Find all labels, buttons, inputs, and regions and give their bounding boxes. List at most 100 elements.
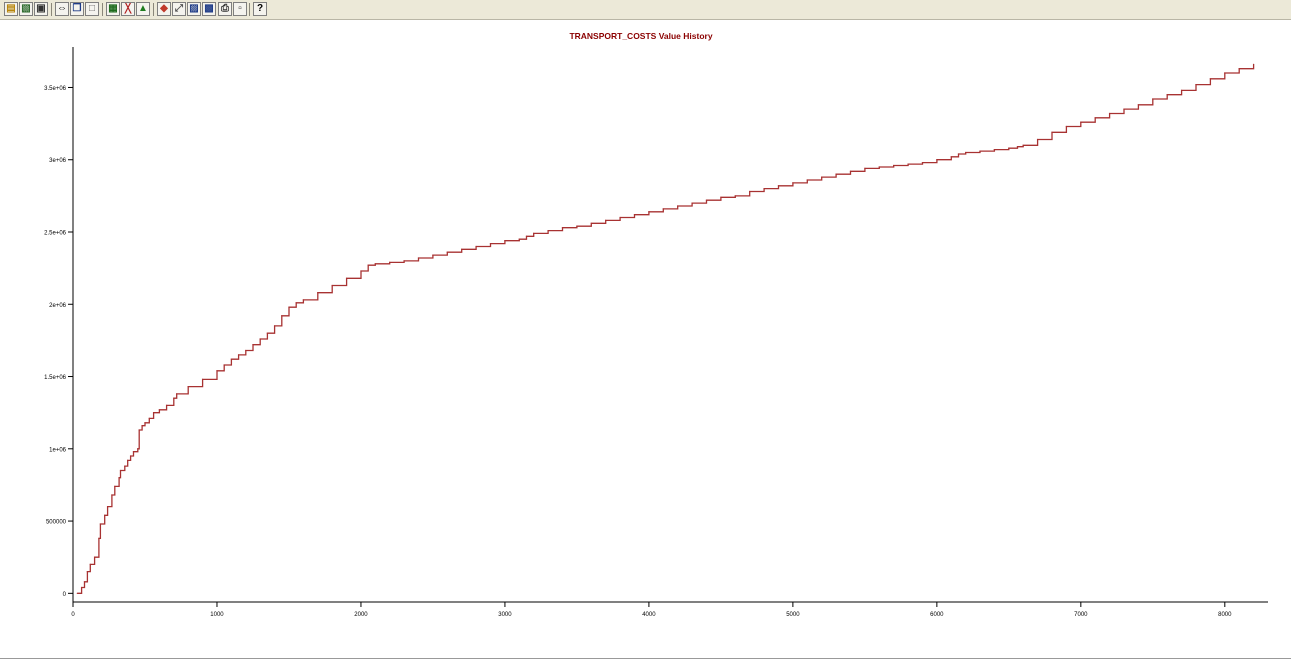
data-point: [141, 425, 143, 427]
data-point: [1209, 78, 1211, 80]
data-point: [576, 225, 578, 227]
paste-button[interactable]: □: [85, 2, 99, 16]
data-point: [547, 230, 549, 232]
fit-x-button[interactable]: ⇔: [55, 2, 69, 16]
export-image-icon: ▨: [189, 3, 199, 14]
color-palette-button[interactable]: ◆: [157, 2, 171, 16]
data-point: [1022, 144, 1024, 146]
data-point: [1080, 121, 1082, 123]
zoom-button[interactable]: ⤢: [172, 2, 186, 16]
data-point: [806, 179, 808, 181]
data-point: [94, 556, 96, 558]
data-point: [1253, 63, 1255, 65]
print-button[interactable]: ⎙: [218, 2, 232, 16]
data-point: [124, 465, 126, 467]
chart-type-button[interactable]: ╳: [121, 2, 135, 16]
data-point: [619, 216, 621, 219]
save-image-button[interactable]: ▩: [202, 2, 216, 16]
data-point: [230, 358, 232, 360]
x-tick-label: 0: [71, 612, 75, 618]
data-point: [605, 219, 607, 221]
data-point: [317, 292, 319, 294]
data-point: [288, 306, 290, 308]
data-point: [849, 170, 852, 172]
data-point: [907, 163, 909, 165]
grid-icon: ▦: [108, 3, 118, 14]
data-point: [245, 349, 247, 352]
data-point: [864, 167, 866, 169]
open-folder-icon: ▤: [6, 3, 16, 14]
axes: 0 500000 1e+06 1.5e+06 2e+06 2.5e+06 3e+06 3.5e…: [44, 47, 1268, 618]
x-tick-label: 7000: [1074, 612, 1088, 618]
data-point: [132, 451, 135, 453]
data-point: [153, 412, 155, 414]
toolbar-separator: [153, 3, 154, 16]
data-point: [176, 393, 178, 395]
open-file-icon: ▧: [21, 3, 31, 14]
toolbar-separator: [51, 3, 52, 16]
data-point: [202, 378, 204, 380]
x-tick-label: 4000: [642, 612, 656, 618]
data-point: [648, 211, 650, 213]
data-point: [533, 232, 535, 234]
save-icon: ▣: [36, 3, 46, 14]
data-point: [633, 214, 636, 216]
data-point: [1224, 72, 1226, 74]
data-point: [1094, 117, 1096, 119]
x-tick-label: 5000: [786, 612, 800, 618]
data-point: [111, 494, 113, 496]
data-point: [137, 448, 139, 450]
help-icon: ?: [256, 3, 264, 14]
x-tick-label: 2000: [354, 612, 368, 618]
data-point: [1195, 84, 1197, 86]
data-point: [1152, 98, 1154, 100]
copy-button[interactable]: ❐: [70, 2, 84, 16]
export-image-button[interactable]: ▨: [187, 2, 201, 16]
data-point: [1008, 147, 1010, 149]
area-button[interactable]: ▲: [136, 2, 150, 16]
data-point: [83, 581, 86, 583]
y-tick-label: 3.5e+06: [44, 86, 67, 92]
data-point: [936, 159, 938, 161]
y-tick-label: 3e+06: [49, 158, 67, 164]
data-point: [274, 325, 276, 327]
y-tick-label: 2.5e+06: [44, 231, 67, 237]
data-point: [118, 477, 120, 479]
data-point: [238, 354, 240, 356]
data-point: [114, 485, 116, 487]
help-button[interactable]: ?: [253, 2, 267, 16]
print-preview-button[interactable]: ▫: [233, 2, 247, 16]
data-point: [130, 455, 132, 457]
paste-icon: □: [88, 3, 96, 14]
data-point: [979, 150, 981, 152]
data-point: [720, 196, 722, 198]
data-point: [1065, 125, 1067, 128]
data-point: [475, 245, 477, 248]
data-point: [734, 195, 736, 197]
data-point: [374, 263, 376, 265]
data-point: [107, 506, 109, 508]
x-tick-label: 6000: [930, 612, 944, 618]
grid-button[interactable]: ▦: [106, 2, 120, 16]
data-point: [367, 264, 369, 266]
data-point: [166, 404, 168, 406]
toolbar-separator: [249, 3, 250, 16]
data-point: [432, 254, 434, 256]
data-point: [1051, 131, 1053, 133]
chart-type-icon: ╳: [124, 3, 132, 14]
data-point: [1123, 108, 1125, 110]
y-tick-label: 2e+06: [49, 303, 67, 309]
toolbar-separator: [102, 3, 103, 16]
data-point: [1037, 138, 1039, 141]
x-tick-label: 3000: [498, 612, 512, 618]
data-point: [223, 364, 225, 366]
print-preview-icon: ▫: [238, 3, 242, 14]
open-folder-button[interactable]: ▤: [4, 2, 18, 16]
data-point: [148, 417, 150, 419]
data-point: [1166, 94, 1168, 96]
data-point: [1238, 68, 1240, 70]
data-point: [561, 227, 564, 229]
save-button[interactable]: ▣: [34, 2, 48, 16]
open-file-button[interactable]: ▧: [19, 2, 33, 16]
data-point: [389, 261, 391, 263]
